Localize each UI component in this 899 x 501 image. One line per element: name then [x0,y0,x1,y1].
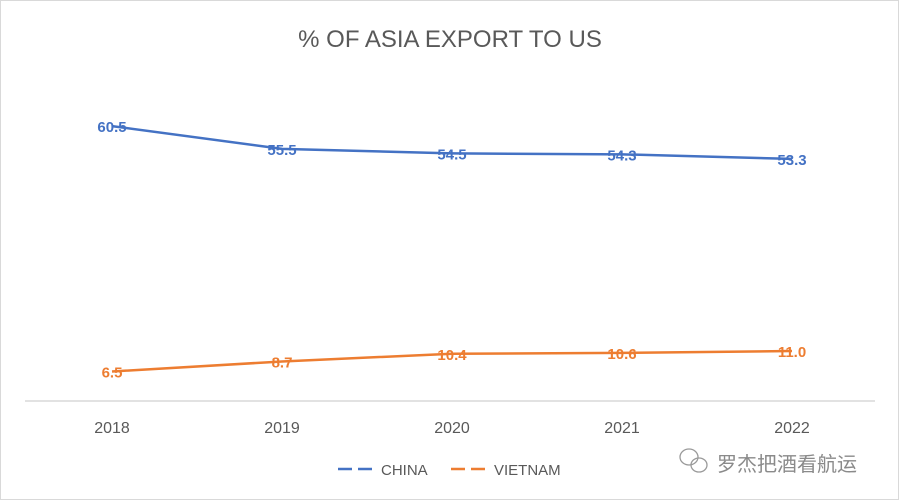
x-tick-label: 2022 [774,420,810,437]
data-label: 54.5 [437,146,466,163]
series-line-vietnam [111,349,793,373]
data-label: 54.3 [607,147,636,164]
x-tick-label: 2019 [264,420,300,437]
data-label: 11.0 [778,344,806,361]
data-label: 6.5 [102,364,123,381]
legend-label: CHINA [381,462,428,479]
x-tick-label: 2020 [434,420,470,437]
chart-title: % OF ASIA EXPORT TO US [298,26,602,53]
data-label: 53.3 [777,152,806,169]
series-line-china [111,124,793,161]
legend: CHINA VIETNAM [338,462,561,479]
legend-label: VIETNAM [494,462,561,479]
x-tick-label: 2018 [94,420,130,437]
watermark: 罗杰把酒看航运 [679,448,857,476]
wechat-icon [679,448,708,473]
data-label: 60.5 [97,119,126,136]
watermark-text: 罗杰把酒看航运 [717,453,857,476]
data-label: 8.7 [272,354,293,371]
data-label: 55.5 [267,142,296,159]
data-label: 10.6 [607,346,636,363]
data-label: 10.4 [437,347,467,364]
x-tick-label: 2021 [604,420,640,437]
